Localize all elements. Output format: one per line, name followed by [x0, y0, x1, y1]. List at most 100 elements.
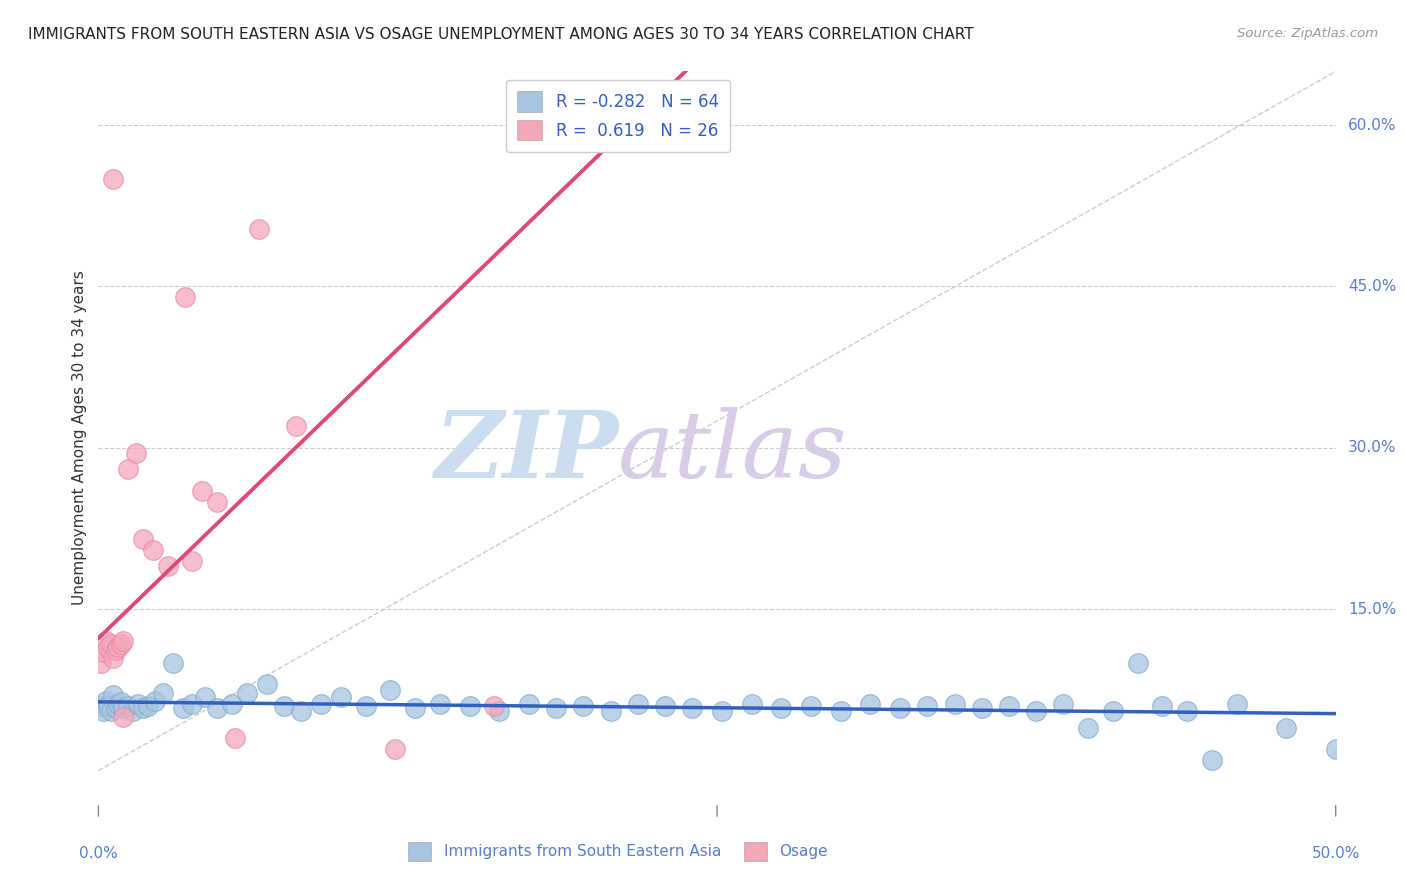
Point — [247, 222, 270, 236]
Point — [711, 705, 734, 719]
Point — [224, 731, 246, 746]
Point — [97, 698, 120, 713]
Point — [741, 697, 763, 711]
Point — [859, 697, 882, 711]
Point — [194, 690, 217, 705]
Point — [1077, 721, 1099, 735]
Point — [143, 693, 166, 707]
Point — [112, 634, 135, 648]
Point — [770, 701, 793, 715]
Text: 0.0%: 0.0% — [79, 846, 118, 861]
Point — [889, 701, 911, 715]
Point — [104, 701, 127, 715]
Point — [681, 701, 703, 715]
Point — [205, 494, 228, 508]
Point — [117, 462, 139, 476]
Point — [273, 698, 295, 713]
Point — [94, 634, 117, 648]
Legend: Immigrants from South Eastern Asia, Osage: Immigrants from South Eastern Asia, Osag… — [401, 834, 835, 868]
Point — [127, 697, 149, 711]
Point — [156, 559, 179, 574]
Point — [1275, 721, 1298, 735]
Point — [100, 705, 122, 719]
Point — [1025, 705, 1047, 719]
Point — [572, 698, 595, 713]
Point — [152, 686, 174, 700]
Point — [290, 705, 312, 719]
Point — [132, 701, 155, 715]
Point — [1102, 705, 1125, 719]
Point — [1324, 742, 1347, 756]
Text: 30.0%: 30.0% — [1348, 441, 1396, 455]
Point — [943, 697, 966, 711]
Point — [112, 710, 135, 724]
Point — [1175, 705, 1198, 719]
Point — [142, 543, 165, 558]
Point — [110, 637, 132, 651]
Point — [205, 701, 228, 715]
Point — [970, 701, 993, 715]
Text: 60.0%: 60.0% — [1348, 118, 1396, 133]
Point — [181, 554, 204, 568]
Point — [654, 698, 676, 713]
Point — [998, 698, 1021, 713]
Point — [221, 697, 243, 711]
Point — [191, 483, 214, 498]
Point — [1052, 697, 1074, 711]
Point — [90, 698, 112, 713]
Point — [517, 697, 540, 711]
Point — [103, 688, 125, 702]
Text: ZIP: ZIP — [434, 407, 619, 497]
Point — [627, 697, 650, 711]
Point — [94, 693, 117, 707]
Point — [110, 695, 132, 709]
Text: IMMIGRANTS FROM SOUTH EASTERN ASIA VS OSAGE UNEMPLOYMENT AMONG AGES 30 TO 34 YEA: IMMIGRANTS FROM SOUTH EASTERN ASIA VS OS… — [28, 27, 974, 42]
Point — [162, 656, 184, 670]
Point — [97, 640, 120, 654]
Point — [546, 701, 568, 715]
Point — [458, 698, 481, 713]
Point — [488, 705, 510, 719]
Point — [172, 701, 194, 715]
Point — [429, 697, 451, 711]
Point — [236, 686, 259, 700]
Point — [90, 656, 112, 670]
Point — [800, 698, 823, 713]
Point — [917, 698, 939, 713]
Point — [112, 701, 135, 715]
Point — [103, 172, 125, 186]
Point — [103, 650, 125, 665]
Point — [104, 643, 127, 657]
Point — [354, 698, 377, 713]
Point — [256, 677, 278, 691]
Text: Source: ZipAtlas.com: Source: ZipAtlas.com — [1237, 27, 1378, 40]
Point — [181, 697, 204, 711]
Point — [285, 419, 308, 434]
Point — [830, 705, 852, 719]
Point — [1201, 753, 1223, 767]
Point — [329, 690, 352, 705]
Text: 15.0%: 15.0% — [1348, 602, 1396, 616]
Point — [93, 705, 115, 719]
Point — [404, 701, 426, 715]
Point — [380, 682, 402, 697]
Point — [136, 698, 159, 713]
Point — [132, 533, 155, 547]
Point — [93, 645, 115, 659]
Point — [174, 290, 197, 304]
Point — [122, 705, 145, 719]
Point — [100, 637, 122, 651]
Point — [1226, 697, 1249, 711]
Point — [309, 697, 332, 711]
Y-axis label: Unemployment Among Ages 30 to 34 years: Unemployment Among Ages 30 to 34 years — [72, 269, 87, 605]
Text: atlas: atlas — [619, 407, 848, 497]
Point — [107, 640, 129, 654]
Text: 50.0%: 50.0% — [1312, 846, 1360, 861]
Text: 45.0%: 45.0% — [1348, 279, 1396, 294]
Point — [107, 697, 129, 711]
Point — [384, 742, 406, 756]
Point — [484, 698, 506, 713]
Point — [599, 705, 621, 719]
Point — [124, 446, 146, 460]
Point — [1152, 698, 1174, 713]
